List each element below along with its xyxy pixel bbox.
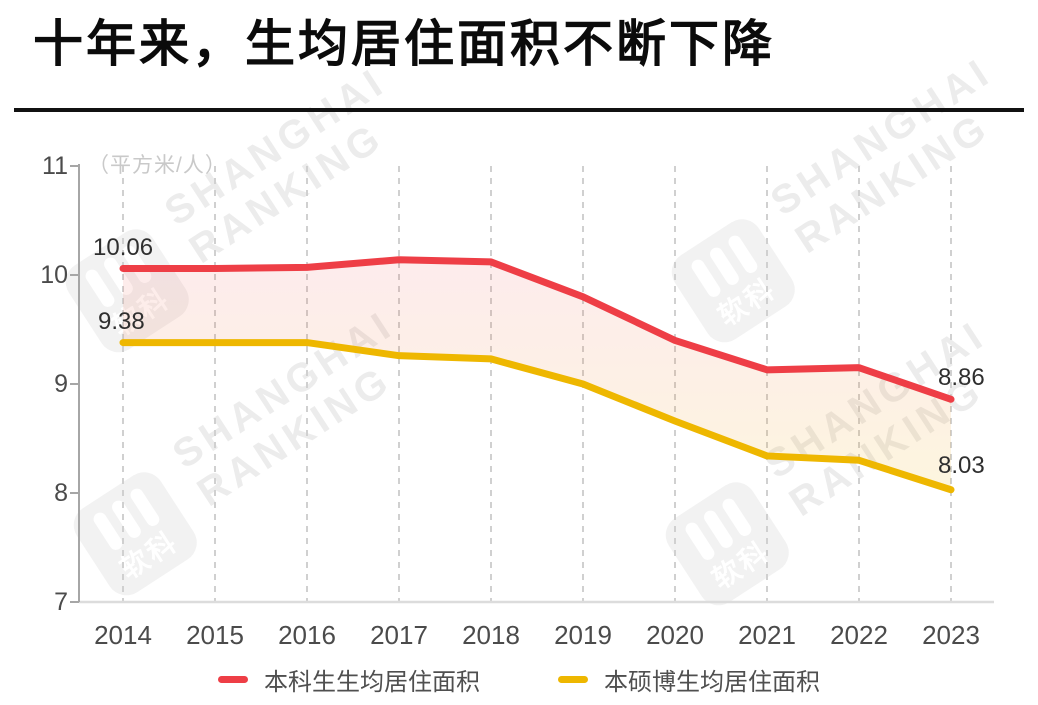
data-label-undergrad-2014: 10.06 <box>93 234 153 262</box>
x-tick-label-2020: 2020 <box>633 620 717 651</box>
title-divider <box>14 108 1024 112</box>
y-tick-label-10: 10 <box>20 261 68 289</box>
x-tick-label-2023: 2023 <box>909 620 993 651</box>
legend-swatch-gold-icon <box>558 676 588 683</box>
legend-label: 本硕博生均居住面积 <box>604 662 820 697</box>
infographic-page: 软科 SHANGHAIRANKING 软科 SHANGHAIRANKING <box>0 0 1038 705</box>
legend-item-undergrad: 本科生生均居住面积 <box>218 662 480 697</box>
legend-swatch-red-icon <box>218 676 248 683</box>
y-tick-label-9: 9 <box>20 370 68 398</box>
data-label-undergrad-2023: 8.86 <box>938 364 985 392</box>
legend-label: 本科生生均居住面积 <box>264 662 480 697</box>
y-axis-unit-label: （平方米/人） <box>88 149 227 179</box>
x-tick-label-2021: 2021 <box>725 620 809 651</box>
x-tick-label-2017: 2017 <box>357 620 441 651</box>
x-tick-label-2022: 2022 <box>817 620 901 651</box>
page-title: 十年来，生均居住面积不断下降 <box>33 4 775 76</box>
x-tick-label-2018: 2018 <box>449 620 533 651</box>
legend-item-allstudents: 本硕博生均居住面积 <box>558 662 820 697</box>
line-chart <box>0 0 1038 705</box>
x-tick-label-2014: 2014 <box>81 620 165 651</box>
data-label-allstudents-2023: 8.03 <box>938 452 985 480</box>
x-tick-label-2019: 2019 <box>541 620 625 651</box>
y-tick-label-7: 7 <box>20 588 68 616</box>
y-tick-label-8: 8 <box>20 479 68 507</box>
x-tick-label-2016: 2016 <box>265 620 349 651</box>
y-tick-label-11: 11 <box>20 152 68 180</box>
legend: 本科生生均居住面积 本硕博生均居住面积 <box>0 662 1038 697</box>
x-tick-label-2015: 2015 <box>173 620 257 651</box>
data-label-allstudents-2014: 9.38 <box>98 308 145 336</box>
